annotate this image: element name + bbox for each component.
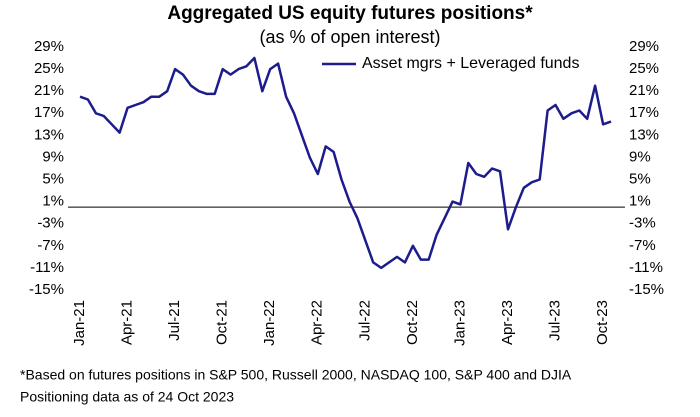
y2-tick-label: 29% bbox=[629, 38, 659, 55]
x-tick-label: Jul-23 bbox=[546, 300, 563, 341]
chart-subtitle: (as % of open interest) bbox=[259, 27, 440, 47]
y-tick-label: -15% bbox=[29, 281, 64, 298]
y2-tick-label: 21% bbox=[629, 82, 659, 99]
y2-tick-label: 13% bbox=[629, 126, 659, 143]
x-tick-label: Jan-22 bbox=[261, 300, 278, 346]
y-tick-label: -3% bbox=[37, 215, 64, 232]
y2-tick-label: -3% bbox=[629, 215, 656, 232]
y2-tick-label: 25% bbox=[629, 60, 659, 77]
y-tick-label: 13% bbox=[34, 126, 64, 143]
y-tick-label: 5% bbox=[42, 171, 64, 188]
x-tick-label: Jan-21 bbox=[71, 300, 88, 346]
y2-tick-label: 5% bbox=[629, 171, 651, 188]
y-tick-label: -11% bbox=[30, 259, 64, 276]
y-tick-label: 1% bbox=[42, 193, 64, 210]
y2-tick-label: 17% bbox=[629, 104, 659, 121]
legend-label: Asset mgrs + Leveraged funds bbox=[362, 55, 579, 72]
series-line bbox=[79, 56, 612, 270]
y2-tick-label: -11% bbox=[629, 259, 663, 276]
y-tick-label: 9% bbox=[42, 148, 64, 165]
y-tick-label: 17% bbox=[34, 104, 64, 121]
x-tick-label: Jul-21 bbox=[166, 300, 183, 341]
y2-tick-label: 1% bbox=[629, 193, 651, 210]
x-tick-label: Apr-22 bbox=[309, 300, 326, 345]
x-tick-label: Apr-23 bbox=[499, 300, 516, 345]
x-tick-label: Oct-22 bbox=[404, 300, 421, 345]
y2-tick-label: 9% bbox=[629, 148, 651, 165]
y-tick-label: 29% bbox=[34, 38, 64, 55]
y2-tick-label: -7% bbox=[629, 237, 656, 254]
x-tick-label: Oct-23 bbox=[594, 300, 611, 345]
footnote: *Based on futures positions in S&P 500, … bbox=[20, 367, 572, 383]
x-tick-label: Oct-21 bbox=[214, 300, 231, 345]
chart-title: Aggregated US equity futures positions* bbox=[167, 3, 533, 24]
y-tick-label: 25% bbox=[34, 60, 64, 77]
x-tick-label: Jan-23 bbox=[451, 300, 468, 346]
x-tick-label: Jul-22 bbox=[356, 300, 373, 341]
y-tick-label: 21% bbox=[34, 82, 64, 99]
y-tick-label: -7% bbox=[37, 237, 64, 254]
y2-tick-label: -15% bbox=[629, 281, 664, 298]
x-tick-label: Apr-21 bbox=[119, 300, 136, 345]
footnote: Positioning data as of 24 Oct 2023 bbox=[20, 389, 234, 405]
